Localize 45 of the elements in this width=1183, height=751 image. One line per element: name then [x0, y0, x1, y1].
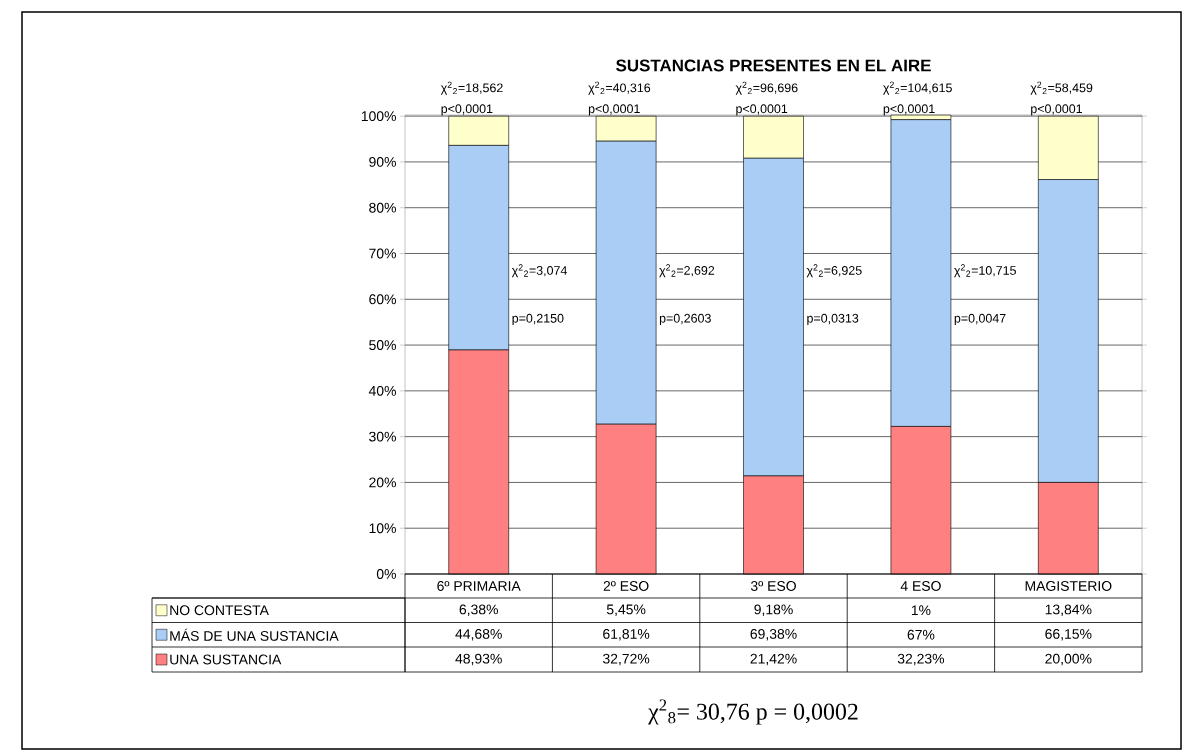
data-label: 20,00%	[1045, 653, 1092, 666]
data-label: 66,15%	[1045, 628, 1092, 641]
data-label: 5,45%	[606, 604, 646, 616]
data-label: 1%	[911, 605, 931, 616]
y-tick-label: 50%	[369, 340, 396, 351]
x-tick-label: MAGISTERIO	[1025, 581, 1112, 591]
data-label: 6,38%	[459, 604, 498, 617]
data-label: 69,38%	[750, 628, 797, 641]
y-tick-label: 60%	[369, 294, 396, 305]
legend-label: MÁS DE UNA SUSTANCIA	[170, 628, 339, 641]
y-tick-label: 20%	[369, 477, 396, 488]
annotation: χ$^{2}$$_{2}$=58,459 p<0,0001	[1030, 81, 1093, 116]
data-label: 44,68%	[455, 628, 502, 641]
text: χ$^{2}$$_{2}$=2,692 p=0,2603	[659, 264, 715, 326]
text: χ$^{2}$$_{2}$=10,715 p=0,0047	[954, 264, 1016, 326]
y-tick-label: 0%	[376, 569, 396, 579]
y-tick-label: 100%	[361, 111, 396, 122]
x-tick-label: 4 ESO	[900, 581, 941, 591]
annotation: χ$^{2}$$_{2}$=40,316 p<0,0001	[588, 81, 651, 116]
x-tick-label: 6º PRIMARIA	[437, 581, 521, 591]
annotation: χ$^{2}$$_{2}$=18,562 p<0,0001	[440, 81, 503, 116]
data-label: 32,72%	[602, 653, 650, 666]
y-tick-label: 80%	[369, 202, 396, 213]
x-tick-label: 2º ESO	[603, 581, 649, 591]
annotation: χ$^{2}$$_{2}$=96,696 p<0,0001	[735, 81, 798, 116]
data-label: 48,93%	[455, 653, 502, 666]
chart-title: SUSTANCIAS PRESENTES EN EL AIRE	[616, 59, 931, 72]
data-label: 9,18%	[754, 604, 793, 617]
data-label: 32,23%	[897, 653, 945, 666]
data-label: 61,81%	[603, 628, 650, 641]
text: χ$^{2}$$_{2}$=6,925 p=0,0313	[806, 264, 862, 326]
data-label: 21,42%	[750, 653, 797, 666]
y-tick-label: 90%	[369, 156, 396, 167]
legend-label: NO CONTESTA	[170, 605, 269, 616]
legend-label: UNA SUSTANCIA	[170, 654, 282, 665]
text: χ$^{2}$$_{8}$= 30,76 p = 0,0002	[648, 699, 858, 725]
y-tick-label: 30%	[369, 431, 396, 442]
annotation: χ$^{2}$$_{2}$=104,615 p<0,0001	[883, 81, 952, 116]
data-label: 67%	[907, 629, 935, 640]
text: χ$^{2}$$_{2}$=3,074 p=0,2150	[511, 264, 567, 326]
x-tick-label: 3º ESO	[750, 581, 796, 591]
y-tick-label: 40%	[368, 385, 396, 396]
y-tick-label: 10%	[369, 523, 396, 534]
data-label: 13,84%	[1045, 604, 1092, 617]
y-tick-label: 70%	[369, 248, 396, 259]
